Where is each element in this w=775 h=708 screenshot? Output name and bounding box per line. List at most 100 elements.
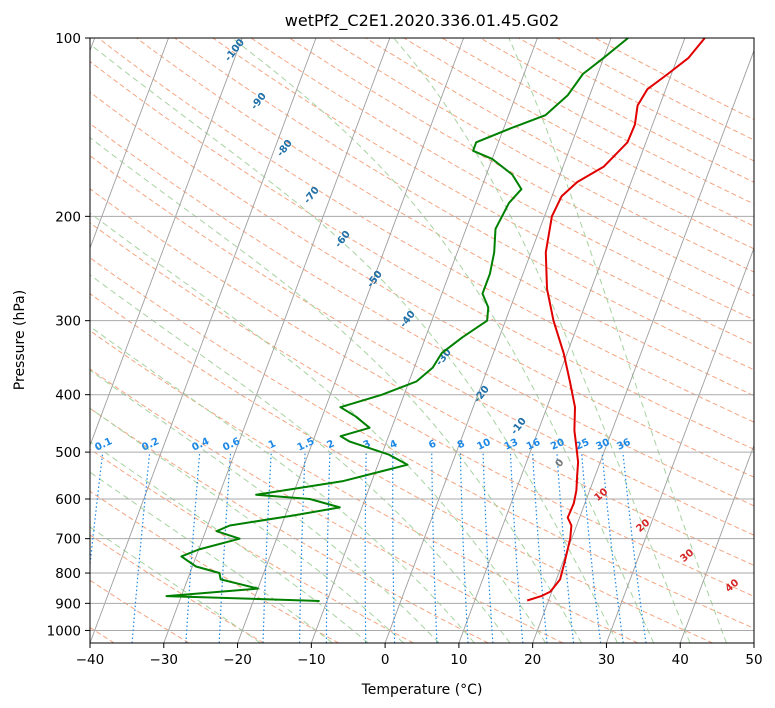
- moist-adiabat: [231, 38, 655, 643]
- mixing-ratio-line: [325, 452, 331, 643]
- mixing-ratio-label: 1: [267, 438, 278, 451]
- dry-adiabat: [90, 122, 754, 507]
- mixing-ratio-label: 0.1: [93, 436, 114, 453]
- dewpoint-line: [165, 38, 629, 602]
- isotherm: [310, 38, 538, 643]
- dry-adiabat: [90, 293, 713, 643]
- moist-adiabat-label: -100: [223, 37, 247, 64]
- moist-adiabat: [90, 441, 369, 643]
- moist-adiabat-label: -80: [275, 138, 295, 159]
- x-axis-label: Temperature (°C): [361, 682, 483, 698]
- dry-adiabat: [90, 490, 339, 643]
- moist-adiabat: [393, 38, 691, 643]
- x-axis-ticks: −40 −30 −20 −10 0 10 20 30 40 50: [76, 643, 763, 668]
- mixing-ratio-line: [131, 452, 151, 643]
- dry-adiabat: [250, 38, 754, 321]
- x-tick-label: −10: [297, 652, 326, 668]
- isotherm: [237, 38, 465, 643]
- moist-adiabat: [90, 325, 475, 643]
- moist-adiabat-label: -90: [249, 91, 269, 112]
- moist-adiabat: [90, 212, 547, 643]
- x-tick-label: −20: [223, 652, 252, 668]
- mixing-ratio-label: 36: [615, 437, 632, 453]
- x-tick-label: 10: [450, 652, 467, 668]
- x-tick-label: 40: [672, 652, 689, 668]
- chart-title: wetPf2_C2E1.2020.336.01.45.G02: [285, 11, 559, 31]
- dry-adiabat: [90, 222, 754, 597]
- x-tick-label: 50: [745, 652, 762, 668]
- moist-adiabat-label: -10: [509, 416, 529, 437]
- dry-adiabat: [90, 60, 754, 450]
- isotherm: [605, 246, 754, 643]
- mixing-ratio-line: [392, 452, 396, 643]
- moist-adiabat: [508, 38, 727, 643]
- mixing-ratio-label: 8: [456, 438, 467, 451]
- y-tick-label: 1000: [47, 623, 81, 639]
- y-tick-label: 500: [55, 445, 81, 461]
- moist-adiabat-label: 0: [554, 457, 567, 469]
- y-tick-label: 700: [55, 532, 81, 548]
- mixing-ratio-label: 16: [525, 437, 542, 453]
- mixing-ratio-line: [431, 452, 438, 643]
- x-tick-label: −40: [76, 652, 105, 668]
- y-axis-label: Pressure (hPa): [12, 290, 28, 390]
- isotherm: [163, 38, 391, 643]
- mixing-ratio-label: 25: [574, 437, 591, 453]
- dry-adiabat: [90, 407, 489, 643]
- moist-adiabat: [90, 407, 404, 643]
- dry-adiabat: [90, 579, 190, 643]
- temperature-line: [526, 38, 706, 602]
- moist-adiabat-label: -70: [302, 185, 322, 206]
- isotherm: [90, 38, 169, 250]
- x-tick-label: −30: [150, 652, 179, 668]
- x-tick-label: 0: [381, 652, 390, 668]
- mixing-ratio-line: [262, 452, 272, 643]
- mixing-ratio-line: [364, 452, 367, 643]
- mixing-ratio-label: 0.4: [190, 436, 211, 453]
- dry-adiabat: [90, 330, 639, 643]
- mixing-ratio-line: [185, 452, 201, 643]
- mixing-ratio-line: [482, 452, 494, 643]
- dry-adiabat: [90, 534, 265, 643]
- moist-adiabat: [90, 526, 261, 643]
- dry-adiabat: [212, 38, 754, 346]
- moist-adiabat: [90, 137, 582, 643]
- mixing-ratio-label: 20: [549, 437, 566, 453]
- isotherm: [679, 444, 754, 643]
- dry-adiabat: [327, 38, 754, 273]
- mixing-ratio-line: [556, 452, 575, 643]
- dry-adiabat: [136, 38, 754, 397]
- isotherm: [753, 641, 754, 643]
- moist-adiabat: [90, 43, 618, 643]
- mixing-ratio-label: 0.6: [221, 436, 242, 453]
- mixing-ratio-label: 2: [325, 438, 336, 451]
- y-tick-label: 600: [55, 492, 81, 508]
- profile-series: [165, 38, 706, 602]
- dry-adiabat: [90, 257, 754, 629]
- y-tick-label: 800: [55, 566, 81, 582]
- mixing-ratio-label: 3: [362, 438, 373, 451]
- reference-lines: [90, 38, 754, 643]
- y-axis-ticks: 100 200 300 400 500 600 700 800 900 1000: [47, 31, 90, 639]
- y-tick-label: 300: [55, 314, 81, 330]
- moist-adiabat: [90, 471, 333, 643]
- mixing-ratio-line: [218, 452, 232, 643]
- y-tick-label: 900: [55, 596, 81, 612]
- mixing-ratio-label: 0.2: [140, 436, 161, 453]
- mixing-ratio-line: [459, 452, 469, 643]
- mixing-ratio-line: [581, 452, 602, 643]
- moist-adiabat-label: -60: [333, 229, 353, 250]
- mixing-ratio-label: 13: [503, 437, 520, 453]
- isotherm: [458, 38, 686, 643]
- dry-adiabat-label: 10: [593, 486, 611, 503]
- isotherm: [90, 38, 243, 447]
- mixing-ratio-line: [622, 452, 647, 643]
- mixing-ratio-line: [532, 452, 548, 643]
- dry-adiabat: [480, 38, 754, 183]
- moist-adiabat: [90, 274, 511, 643]
- plot-frame: [89, 37, 755, 644]
- isotherm: [90, 38, 317, 643]
- mixing-ratio-line: [601, 452, 624, 643]
- x-tick-label: 30: [598, 652, 615, 668]
